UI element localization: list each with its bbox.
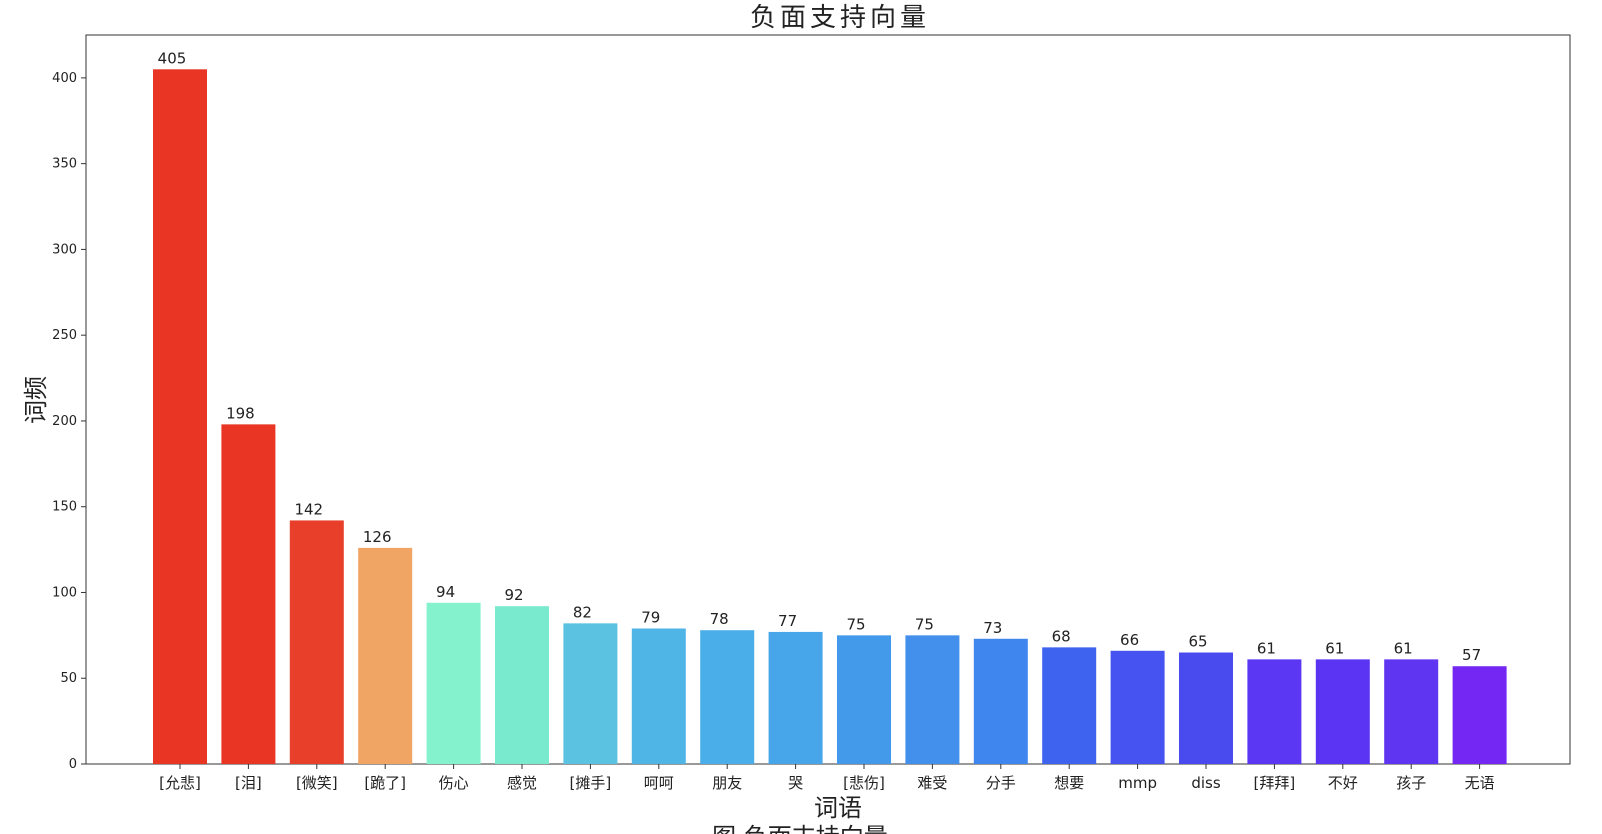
chart-title: 负面支持向量 — [750, 3, 930, 33]
bar — [563, 623, 618, 764]
bar — [768, 631, 823, 764]
data-label: 66 — [1120, 631, 1139, 649]
plot-frame — [85, 34, 1571, 765]
bar — [426, 602, 481, 764]
y-tick-label: 300 — [52, 242, 77, 257]
bar — [1110, 650, 1165, 764]
y-tick-label: 100 — [52, 585, 77, 600]
y-tick-label: 50 — [60, 671, 77, 686]
figure-caption: 图 负面支持向量 — [712, 823, 888, 834]
data-label: 75 — [846, 615, 865, 633]
bar — [1384, 659, 1439, 764]
x-tick-label: diss — [1191, 774, 1221, 792]
bar — [1042, 647, 1097, 764]
bar — [631, 628, 686, 764]
data-label: 405 — [158, 49, 187, 67]
data-label: 61 — [1257, 639, 1276, 657]
bar — [905, 635, 960, 764]
x-tick-label: 孩子 — [1396, 774, 1426, 792]
x-tick-label: mmp — [1118, 774, 1157, 792]
x-tick-label: 朋友 — [712, 774, 742, 792]
y-tick-label: 400 — [52, 71, 77, 86]
bar — [973, 638, 1028, 764]
y-tick-label: 350 — [52, 157, 77, 172]
data-label: 77 — [778, 612, 797, 630]
bar — [1247, 659, 1302, 764]
x-tick-label: [跪了] — [364, 774, 406, 792]
x-tick-label: [泪] — [235, 774, 262, 792]
data-label: 79 — [641, 608, 660, 626]
data-label: 142 — [294, 500, 323, 518]
bar — [1452, 666, 1507, 764]
x-tick-label: 呵呵 — [644, 774, 674, 792]
bar — [221, 424, 276, 764]
data-label: 94 — [436, 583, 455, 601]
x-axis-label: 词语 — [814, 794, 862, 822]
y-tick-label: 0 — [69, 757, 77, 772]
x-axis: [允悲] [泪] [微笑] [跪了] 伤心 感觉 [摊手] 呵呵 朋友 哭 [悲伤] 难受 分手 想要 mm… — [159, 764, 1495, 792]
bar — [358, 547, 413, 764]
bar — [495, 606, 549, 764]
x-tick-label: [允悲] — [159, 774, 201, 792]
x-tick-label: 无语 — [1465, 774, 1495, 792]
x-tick-label: [摊手] — [570, 774, 612, 792]
x-tick-label: 哭 — [788, 774, 803, 792]
data-label: 92 — [504, 586, 523, 604]
x-tick-label: 难受 — [917, 774, 947, 792]
data-label: 78 — [710, 610, 729, 628]
y-tick-label: 150 — [52, 500, 77, 515]
x-tick-label: 不好 — [1328, 774, 1358, 792]
data-label: 75 — [915, 615, 934, 633]
x-tick-label: [微笑] — [296, 774, 338, 792]
x-tick-label: 伤心 — [439, 774, 469, 792]
data-label: 57 — [1462, 646, 1481, 664]
x-tick-label: 感觉 — [507, 774, 537, 792]
data-label: 126 — [363, 528, 392, 546]
data-label: 65 — [1188, 633, 1207, 651]
x-tick-label: 想要 — [1054, 774, 1084, 792]
y-tick-label: 250 — [52, 328, 77, 343]
bar — [1315, 659, 1370, 764]
data-label: 198 — [226, 404, 255, 422]
bar — [1179, 652, 1233, 764]
x-tick-label: 分手 — [986, 774, 1016, 792]
data-label: 82 — [573, 603, 592, 621]
bar — [700, 630, 755, 764]
data-label: 61 — [1325, 639, 1344, 657]
x-tick-label: [悲伤] — [843, 774, 885, 792]
y-axis-label: 词频 — [22, 376, 50, 424]
y-tick-label: 200 — [52, 414, 77, 429]
bar — [153, 69, 207, 764]
x-tick-label: [拜拜] — [1254, 774, 1296, 792]
data-label: 73 — [983, 619, 1002, 637]
data-label: 68 — [1052, 627, 1071, 645]
bars-group: 405 198 142 126 94 92 82 79 78 77 75 75 73 68 66 65 61 61… — [153, 49, 1507, 764]
bar — [289, 520, 344, 764]
bar — [837, 635, 891, 764]
data-label: 61 — [1394, 639, 1413, 657]
y-axis: 0 50 100 150 200 250 300 350 400 — [52, 71, 86, 772]
